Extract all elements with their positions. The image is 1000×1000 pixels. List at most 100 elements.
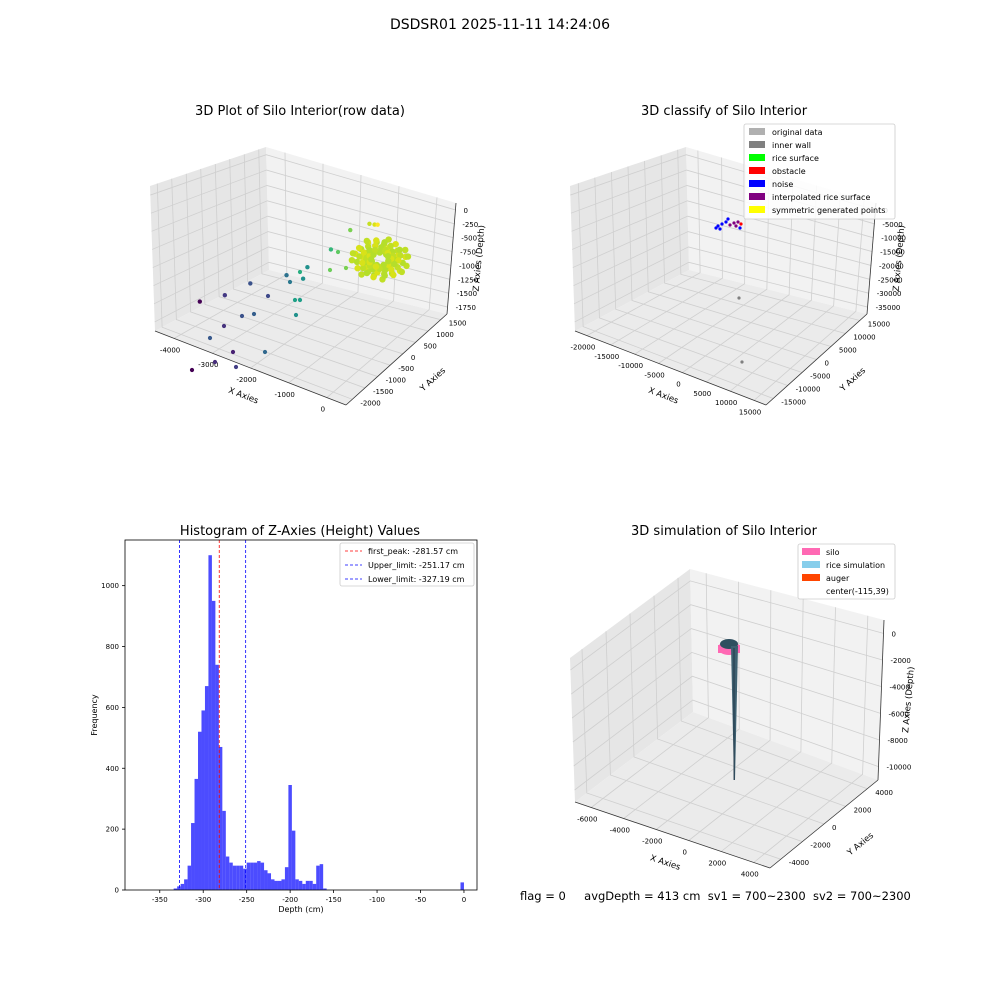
- p2-y-tick-label: -10000: [796, 386, 821, 394]
- p1-z-tick-label: -1000: [459, 262, 479, 270]
- p1-data-point: [297, 297, 303, 303]
- p4-z-grid: [574, 699, 879, 791]
- histogram-bar: [260, 862, 265, 890]
- flag-text: flag = 0: [520, 889, 566, 903]
- p4-legend: silo rice simulation auger center(-115,39): [797, 543, 896, 600]
- p2-legend-swatch: [749, 167, 765, 174]
- p4-y-tick-label: 0: [832, 824, 836, 832]
- p2-legend: original data inner wall rice surface obsta…: [743, 123, 896, 220]
- p2-x-tick-label: -15000: [594, 353, 619, 361]
- p4-x-tick-label: -6000: [577, 816, 597, 824]
- histogram-bar: [232, 865, 237, 890]
- p1-z-tick-label: -1750: [456, 304, 476, 312]
- p2-x-tick-label: -10000: [618, 362, 643, 370]
- p2-data-point: [728, 223, 732, 227]
- histogram-bar: [319, 864, 324, 890]
- p4-x-grid: [591, 573, 709, 808]
- p2-data-point: [732, 221, 736, 225]
- p2-y-axis-label: Y Axies: [838, 366, 869, 395]
- p2-y-tick-label: 15000: [868, 321, 890, 329]
- p4-z-grid: [571, 604, 883, 695]
- figure-suptitle: DSDSR01 2025-11-11 14:24:06: [389, 17, 610, 33]
- p4-y-grid: [677, 577, 868, 790]
- p2-data-point: [714, 226, 718, 230]
- p1-surface-point: [366, 246, 373, 254]
- p1-z-axis-line: [446, 202, 457, 315]
- p1-z-grid: [150, 169, 455, 225]
- p1-surface-point: [390, 271, 397, 279]
- panel1-3d-axes: -4000 -3000 -2000 -1000 0 -2000 -1500 -1000 -500…: [150, 147, 487, 414]
- p4-z-tick-label: -10000: [887, 764, 912, 772]
- p1-z-grid: [151, 185, 454, 239]
- histogram-bar: [191, 823, 195, 890]
- histogram-bar: [267, 873, 272, 890]
- p2-z-tick-label: -20000: [879, 262, 904, 270]
- p2-data-point: [739, 222, 743, 226]
- p2-x-axis-label: X Axies: [647, 386, 680, 407]
- histogram-bar: [298, 880, 303, 890]
- p1-surface-point: [397, 252, 404, 259]
- p4-legend-label: rice simulation: [826, 561, 885, 570]
- p2-z-grid: [573, 246, 869, 305]
- p4-x-grid: [753, 615, 869, 863]
- p2-z-tick-label: -5000: [882, 221, 902, 229]
- histogram-bar: [180, 883, 185, 890]
- histogram-bar: [264, 870, 268, 890]
- p3-x-tick-label: -200: [282, 896, 298, 904]
- p3-x-tick-label: -150: [326, 896, 342, 904]
- p1-surface-point: [356, 253, 363, 260]
- p2-z-grid: [572, 200, 873, 252]
- histogram-bar: [184, 879, 188, 890]
- p1-z-tick-label: -750: [460, 249, 476, 257]
- p3-y-axis-label: Frequency: [90, 694, 99, 736]
- histogram-bar: [177, 886, 181, 890]
- p2-data-point: [718, 227, 722, 231]
- p3-x-tick-label: -250: [239, 896, 255, 904]
- p4-legend-swatch: [802, 574, 820, 581]
- p3-y-tick-label: 0: [115, 887, 119, 895]
- p4-z-grid: [572, 651, 881, 743]
- p2-x-tick-label: 15000: [739, 408, 761, 416]
- sv2-text: sv2 = 700~2300: [812, 889, 911, 903]
- p3-x-tick-label: -300: [195, 896, 211, 904]
- p3-x-tick-label: -350: [152, 896, 168, 904]
- p1-data-point: [348, 227, 353, 233]
- p1-data-point: [233, 364, 239, 370]
- p1-surface-point: [398, 268, 406, 276]
- p1-data-point: [327, 267, 333, 273]
- p3-x-tick-label: -100: [369, 896, 385, 904]
- p2-y-grid: [611, 172, 803, 373]
- histogram-bar: [243, 868, 247, 890]
- p3-y-tick-label: 800: [106, 643, 119, 651]
- p2-data-point: [720, 222, 724, 226]
- p4-y-grid: [605, 631, 803, 842]
- p2-data-point: [737, 296, 741, 300]
- p1-y-grid: [214, 164, 403, 355]
- p1-data-point: [372, 222, 377, 227]
- p4-x-tick-label: 4000: [741, 871, 759, 879]
- p3-legend-label: Upper_limit: -251.17 cm: [368, 561, 465, 570]
- p1-x-tick-label: -1000: [275, 391, 295, 399]
- panel1-title: 3D Plot of Silo Interior(row data): [195, 104, 405, 119]
- histogram-bar: [257, 861, 261, 890]
- p2-x-tick-label: 10000: [715, 399, 737, 407]
- histogram-bar: [312, 883, 317, 890]
- p4-z-axis-line: [877, 619, 885, 781]
- histogram-bar: [284, 867, 289, 890]
- histogram-bar: [194, 778, 199, 890]
- p2-legend-label: interpolated rice surface: [772, 193, 870, 202]
- p2-x-grid: [586, 150, 701, 336]
- p2-y-grid: [660, 155, 846, 334]
- avg-depth-text: avgDepth = 413 cm: [584, 889, 701, 903]
- histogram-bar: [222, 810, 226, 890]
- p1-data-point: [222, 293, 228, 298]
- p4-legend-label: silo: [826, 548, 840, 557]
- p4-z-grid: [573, 675, 880, 767]
- p4-x-tick-label: 2000: [708, 860, 726, 868]
- p4-y-tick-label: 2000: [854, 806, 872, 814]
- p3-axes-frame: [124, 539, 478, 891]
- p4-z-tick-label: -8000: [888, 737, 908, 745]
- histogram-bar: [253, 862, 258, 890]
- status-footer: flag = 0 avgDepth = 413 cm sv1 = 700~230…: [520, 889, 911, 903]
- histogram-bar: [239, 865, 244, 890]
